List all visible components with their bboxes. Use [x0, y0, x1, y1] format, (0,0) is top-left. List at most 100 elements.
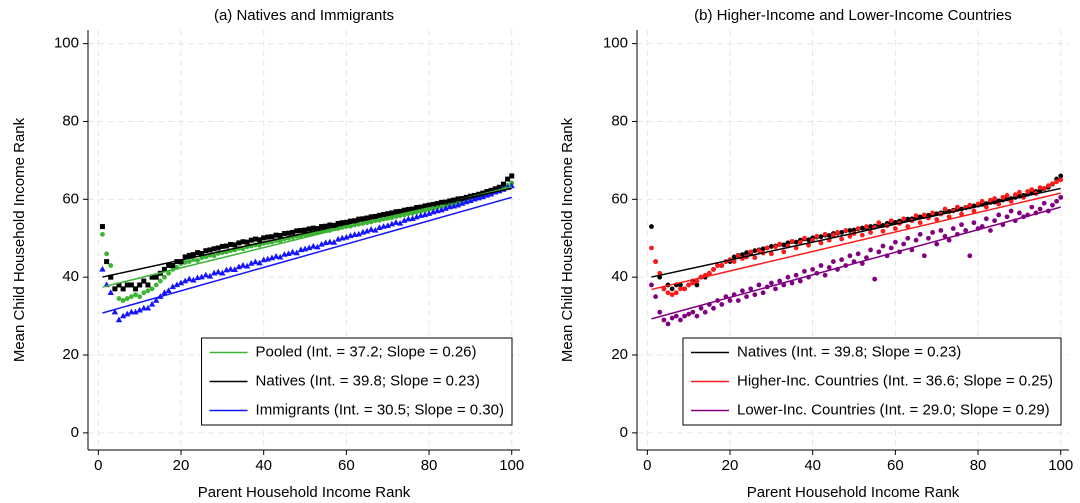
- point: [921, 253, 927, 259]
- point: [306, 226, 312, 232]
- point: [149, 286, 155, 292]
- point: [682, 286, 687, 292]
- x-tick-label: 20: [173, 457, 190, 474]
- point: [397, 208, 403, 214]
- point: [950, 226, 956, 231]
- point: [239, 261, 247, 268]
- point: [219, 243, 225, 249]
- point: [930, 230, 935, 235]
- point: [740, 252, 745, 257]
- point: [120, 286, 126, 292]
- point: [413, 213, 420, 220]
- point: [760, 290, 766, 296]
- y-tick-label: 20: [611, 346, 628, 363]
- point: [661, 286, 667, 292]
- point: [227, 265, 234, 272]
- point: [653, 259, 659, 265]
- point: [1058, 194, 1064, 200]
- point: [694, 278, 700, 284]
- point: [116, 282, 122, 288]
- point: [438, 206, 445, 213]
- point: [327, 222, 333, 228]
- x-tick-label: 80: [970, 457, 987, 474]
- point: [988, 197, 993, 203]
- point: [355, 230, 362, 237]
- point: [269, 234, 275, 240]
- point: [1037, 206, 1043, 212]
- point: [401, 217, 408, 223]
- legend-box: [682, 337, 1062, 426]
- point: [236, 240, 242, 246]
- point: [756, 282, 762, 288]
- point: [203, 248, 209, 254]
- panel-title: (b) Higher-Income and Lower-Income Count…: [694, 7, 1012, 24]
- point: [401, 207, 407, 213]
- point: [1000, 194, 1006, 200]
- point: [190, 252, 196, 258]
- point: [112, 286, 118, 292]
- point: [917, 220, 923, 226]
- point: [396, 219, 404, 226]
- point: [967, 202, 973, 208]
- point: [310, 225, 316, 231]
- point: [235, 263, 243, 270]
- point: [818, 234, 824, 240]
- legend-label: Natives (Int. = 39.8; Slope = 0.23): [737, 343, 961, 360]
- point: [975, 201, 981, 207]
- y-tick-label: 100: [603, 35, 628, 52]
- point: [797, 239, 803, 245]
- point: [901, 241, 907, 247]
- point: [145, 288, 151, 294]
- point: [1016, 210, 1022, 216]
- point: [410, 206, 416, 212]
- point: [240, 239, 246, 245]
- point: [145, 282, 151, 288]
- point: [451, 197, 457, 203]
- point: [505, 176, 511, 182]
- point: [806, 237, 811, 243]
- point: [372, 213, 378, 219]
- point: [810, 266, 816, 272]
- point: [901, 216, 907, 222]
- point: [107, 289, 114, 295]
- point: [252, 236, 258, 242]
- point: [203, 254, 209, 260]
- point: [376, 212, 382, 218]
- point: [905, 216, 911, 222]
- point: [339, 220, 345, 226]
- point: [735, 253, 741, 259]
- fit-line: [102, 187, 512, 278]
- point: [752, 292, 758, 298]
- point: [768, 280, 774, 286]
- point: [665, 321, 671, 327]
- point: [422, 208, 428, 214]
- point: [364, 215, 370, 221]
- point: [818, 240, 824, 246]
- point: [760, 246, 766, 252]
- point: [678, 317, 683, 323]
- point: [277, 238, 283, 244]
- point: [744, 294, 749, 300]
- point: [195, 250, 201, 256]
- point: [290, 229, 296, 235]
- point: [913, 237, 919, 243]
- point: [880, 228, 886, 234]
- point: [144, 304, 152, 311]
- point: [484, 189, 490, 195]
- point: [318, 240, 325, 247]
- point: [859, 225, 865, 231]
- point: [690, 280, 696, 286]
- point: [447, 198, 453, 204]
- y-tick-label: 20: [62, 346, 79, 363]
- point: [1045, 183, 1051, 189]
- point: [319, 224, 325, 230]
- point: [649, 245, 654, 251]
- point: [971, 208, 977, 214]
- point: [744, 250, 749, 256]
- series: [649, 177, 1064, 298]
- point: [215, 245, 221, 251]
- point: [256, 259, 263, 266]
- panel-title: (a) Natives and Immigrants: [214, 7, 394, 24]
- point: [186, 259, 192, 265]
- point: [310, 242, 317, 249]
